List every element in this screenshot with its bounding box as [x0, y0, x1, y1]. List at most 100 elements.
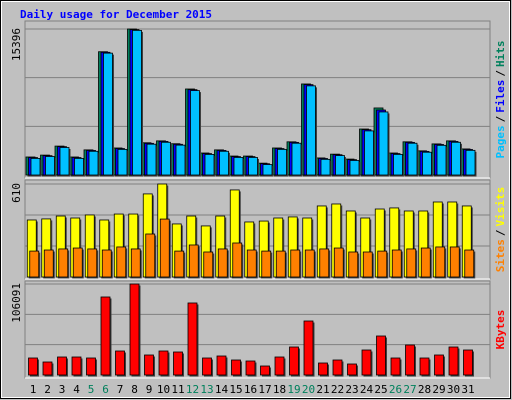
x-tick-label: 13: [200, 383, 213, 396]
bar: [71, 356, 82, 376]
bar: [332, 359, 343, 376]
bar: [100, 296, 111, 376]
y-tick-label: 15396: [10, 28, 23, 61]
legend-entry: KBytes: [494, 310, 507, 350]
bar: [130, 248, 141, 278]
bar: [420, 247, 431, 278]
bar: [233, 157, 244, 176]
x-tick-label: 19: [287, 383, 300, 396]
bar: [174, 250, 185, 278]
legend-entry: Visits: [494, 187, 507, 227]
bar: [422, 151, 432, 176]
bar: [448, 346, 459, 376]
bar: [117, 148, 128, 176]
bar: [290, 249, 301, 278]
x-tick-label: 23: [345, 383, 358, 396]
legend-entry: Sites: [494, 239, 507, 272]
chart-title: Daily usage for December 2015: [20, 8, 212, 21]
bar: [188, 244, 199, 278]
bar: [319, 248, 330, 278]
x-tick-label: 21: [316, 383, 329, 396]
bar: [45, 156, 55, 176]
x-tick-label: 4: [73, 383, 80, 396]
bar: [175, 144, 186, 176]
legend-entry: Pages: [494, 125, 507, 158]
bar: [129, 283, 140, 376]
bar: [393, 154, 403, 176]
bar: [451, 141, 461, 176]
x-tick-label: 11: [171, 383, 184, 396]
bar: [144, 354, 154, 376]
bar: [406, 248, 417, 278]
bar: [232, 242, 243, 278]
bar: [72, 247, 83, 278]
x-tick-label: 24: [360, 383, 374, 396]
bar: [435, 246, 446, 278]
bar: [132, 29, 142, 176]
bar: [260, 365, 270, 376]
x-tick-label: 3: [59, 383, 66, 396]
legend: KBytes: [494, 310, 507, 350]
bar: [262, 164, 273, 176]
bar: [275, 250, 286, 278]
bar: [378, 111, 389, 176]
bar: [145, 233, 156, 278]
bar: [87, 248, 98, 278]
bar: [306, 85, 316, 176]
bar: [30, 158, 41, 176]
bar: [42, 361, 53, 376]
bar: [377, 250, 388, 278]
bar: [303, 320, 314, 376]
bar: [449, 246, 460, 278]
bar: [217, 248, 228, 278]
x-tick-label: 29: [432, 383, 445, 396]
bar: [246, 249, 257, 278]
x-tick-label: 16: [244, 383, 257, 396]
x-tick-label: 10: [157, 383, 170, 396]
bar: [333, 247, 344, 278]
bar: [204, 154, 215, 176]
bar: [436, 144, 447, 176]
bar: [59, 147, 70, 176]
x-tick-label: 2: [44, 383, 51, 396]
bar: [231, 359, 241, 376]
bar: [115, 350, 125, 376]
legend-separator: /: [494, 70, 507, 77]
bar: [407, 142, 418, 176]
bar: [405, 344, 415, 376]
bar: [101, 249, 112, 278]
legend-separator: /: [494, 115, 507, 122]
legend-separator: /: [494, 229, 507, 236]
x-tick-label: 6: [102, 383, 109, 396]
bar: [28, 357, 38, 376]
bar: [320, 158, 331, 176]
bar: [361, 349, 372, 376]
bar: [43, 249, 54, 278]
bar: [190, 90, 200, 176]
bar: [364, 130, 374, 176]
bar: [116, 246, 127, 278]
bar: [291, 142, 302, 176]
x-tick-label: 26: [389, 383, 402, 396]
x-tick-label: 15: [229, 383, 242, 396]
bar: [347, 363, 357, 376]
bar: [146, 143, 157, 176]
bar: [277, 148, 287, 176]
bar: [74, 158, 84, 176]
bar: [463, 349, 473, 376]
bar: [216, 355, 227, 376]
x-tick-label: 14: [215, 383, 229, 396]
x-tick-label: 28: [418, 383, 431, 396]
bar: [202, 357, 212, 376]
bar: [318, 362, 328, 376]
bar: [86, 357, 96, 376]
bar: [348, 251, 359, 278]
bar: [304, 249, 315, 278]
x-tick-label: 1: [30, 383, 37, 396]
bar: [103, 52, 113, 176]
x-tick-label: 22: [331, 383, 344, 396]
legend: Sites / Visits: [494, 187, 507, 273]
bar: [187, 302, 198, 376]
